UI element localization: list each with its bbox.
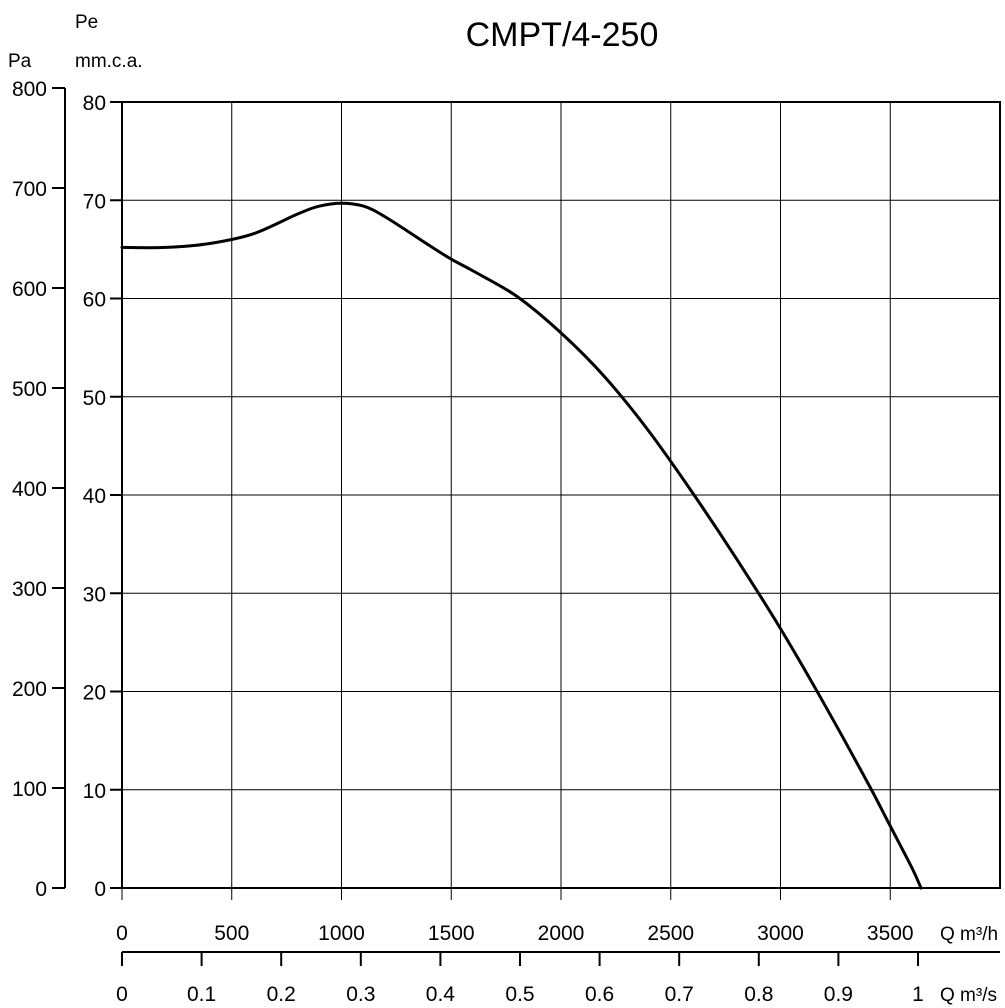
y-axis-mmca-unit: mm.c.a. [75,51,143,72]
y-axis-mmca-tick-label: 0 [94,878,106,901]
x-axis-m3s-tick-label: 0.3 [346,983,375,1006]
x-axis-m3s-tick-label: 0.6 [585,983,614,1006]
y-axis-pa-tick-label: 600 [12,278,47,301]
x-axis-m3s-tick-label: 0 [116,983,128,1006]
y-axis-pa-tick-label: 400 [12,478,47,501]
x-axis-m3h-tick-label: 500 [214,922,249,945]
x-axis-m3h-tick-label: 1500 [428,922,475,945]
y-axis-mmca-tick-label: 30 [83,583,106,606]
x-axis-m3s-tick-label: 0.5 [505,983,534,1006]
y-axis-pa-tick-label: 100 [12,778,47,801]
y-axis-mmca-tick-label: 50 [83,387,106,410]
y-axis-mmca-tick-label: 40 [83,485,106,508]
x-axis-m3s-tick-label: 0.4 [426,983,456,1006]
y-axis-mmca-tick-label: 10 [83,780,106,803]
y-axis-pa-tick-label: 500 [12,378,47,401]
x-axis-m3h-tick-label: 2000 [538,922,585,945]
x-axis-m3h-tick-label: 3500 [867,922,914,945]
x-axis-m3h-tick-label: 0 [116,922,128,945]
y-axis-mmca-tick-label: 70 [83,190,106,213]
axes [52,87,1001,966]
x-axis-m3s-tick-label: 0.8 [744,983,773,1006]
grid-lines [122,102,1000,888]
performance-curve [120,201,923,890]
x-axis-m3s-tick-label: 0.9 [824,983,853,1006]
x-axis-m3h-tick-label: 2500 [647,922,694,945]
y-axis-pa-unit: Pa [8,51,32,72]
y-axis-mmca-tick-label: 60 [83,289,106,312]
chart-title: CMPT/4-250 [466,16,659,54]
x-axis-m3h-unit: Q m³/h [940,924,998,945]
y-axis-mmca-tick-label: 80 [83,92,106,115]
x-axis-m3h-tick-label: 1000 [318,922,365,945]
y-axis-pa-tick-label: 200 [12,678,47,701]
x-axis-m3s-unit: Q m³/s [940,985,997,1006]
x-axis-m3s-tick-label: 0.1 [187,983,216,1006]
x-axis-m3h-tick-label: 3000 [757,922,804,945]
y-axis-pa-tick-label: 700 [12,178,47,201]
y-axis-mmca-tick-label: 20 [83,682,106,705]
y-axis-pa-tick-label: 800 [12,78,47,101]
y-axis-pa-tick-label: 0 [35,878,47,901]
x-axis-m3s-tick-label: 0.7 [665,983,694,1006]
y-axis-pe-label: Pe [75,12,98,33]
y-axis-pa-tick-label: 300 [12,578,47,601]
tick-labels: 0100200300400500600700800010203040506070… [12,78,924,1006]
x-axis-m3s-tick-label: 1 [912,983,924,1006]
x-axis-m3s-tick-label: 0.2 [267,983,296,1006]
